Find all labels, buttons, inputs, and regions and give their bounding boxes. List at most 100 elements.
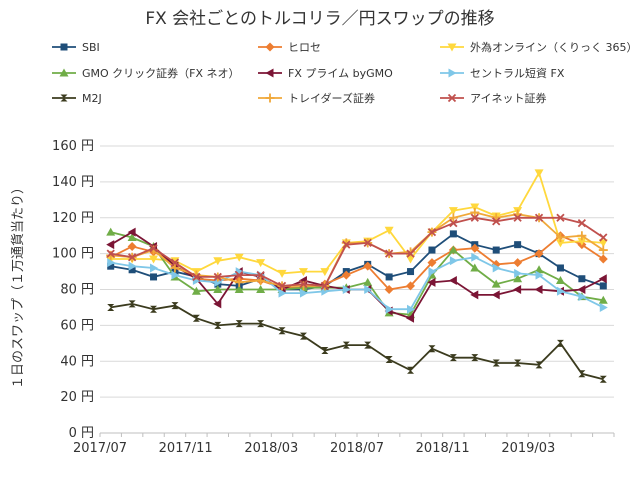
series-7: [107, 300, 607, 383]
data-point: [385, 304, 394, 314]
data-point: [298, 268, 308, 277]
legend-item: 外為オンライン（くりっく 365）: [440, 40, 638, 54]
data-point: [171, 270, 180, 280]
data-point: [470, 207, 480, 217]
data-point: [127, 241, 137, 251]
data-point: [599, 375, 607, 383]
data-point: [514, 359, 522, 367]
data-point: [171, 302, 179, 310]
data-point: [406, 255, 416, 264]
data-point: [342, 285, 351, 294]
data-point: [214, 321, 222, 329]
legend-label: FX プライム byGMO: [288, 67, 393, 80]
data-point: [599, 233, 608, 242]
series-1: [107, 230, 607, 293]
legend-label: トレイダーズ証券: [288, 91, 375, 105]
data-point: [384, 285, 394, 294]
series-8: [106, 207, 608, 291]
y-tick-label: 160 円: [52, 139, 94, 154]
data-point: [534, 265, 544, 274]
data-point: [513, 258, 523, 268]
legend-item: SBI: [52, 41, 100, 54]
legend-swatch-marker: [60, 94, 68, 102]
data-point: [513, 213, 522, 222]
data-point: [107, 303, 115, 311]
data-point: [491, 279, 501, 288]
data-point: [256, 285, 266, 293]
data-point: [407, 268, 415, 276]
legend-swatch-marker: [447, 43, 457, 52]
data-point: [598, 254, 608, 264]
data-point: [599, 282, 607, 290]
data-point: [449, 230, 457, 238]
data-point: [577, 231, 587, 241]
data-point: [150, 305, 158, 313]
data-point: [191, 286, 201, 295]
data-point: [320, 281, 330, 291]
data-point: [170, 258, 180, 267]
data-point: [470, 213, 479, 222]
data-point: [427, 277, 436, 287]
chart-title: FX 会社ごとのトルコリラ／円スワップの推移: [145, 9, 494, 29]
data-point: [577, 237, 587, 246]
data-point: [214, 277, 223, 287]
data-point: [321, 346, 329, 354]
y-tick-label: 80 円: [60, 283, 94, 298]
data-point: [363, 261, 373, 271]
data-point: [577, 218, 587, 228]
data-point: [364, 285, 373, 294]
data-point: [321, 286, 330, 296]
x-tick-label: 2018/03: [244, 441, 298, 456]
data-point: [448, 245, 458, 254]
series-line: [110, 231, 604, 316]
data-point: [427, 227, 437, 237]
data-point: [213, 257, 223, 266]
data-point: [257, 320, 265, 328]
y-tick-label: 120 円: [52, 211, 94, 226]
data-point: [534, 285, 543, 294]
data-point: [492, 359, 500, 367]
data-point: [192, 314, 200, 322]
data-point: [363, 238, 372, 247]
data-point: [471, 354, 479, 362]
legend-item: トレイダーズ証券: [258, 91, 375, 105]
legend-label: ヒロセ: [288, 41, 321, 54]
data-point: [535, 361, 543, 369]
data-point: [428, 267, 437, 277]
data-point: [127, 232, 137, 241]
data-point: [556, 264, 564, 272]
data-point: [514, 268, 523, 278]
data-point: [598, 295, 608, 304]
y-tick-label: 0 円: [69, 426, 94, 441]
legend-label: アイネット証券: [470, 91, 546, 105]
data-point: [577, 285, 586, 294]
data-point: [448, 207, 458, 216]
data-point: [598, 274, 607, 284]
legend-label: GMO クリック証券（FX ネオ）: [82, 66, 240, 80]
data-point: [385, 273, 393, 281]
legend-label: 外為オンライン（くりっく 365）: [470, 40, 638, 54]
data-point: [277, 281, 287, 291]
data-point: [128, 266, 136, 274]
series-3: [106, 169, 608, 278]
data-point: [192, 272, 201, 282]
data-point: [170, 263, 180, 273]
y-tick-label: 60 円: [60, 318, 94, 333]
data-point: [234, 277, 244, 287]
data-point: [470, 263, 480, 272]
data-point: [106, 227, 116, 236]
x-tick-label: 2017/11: [159, 441, 213, 456]
data-point: [342, 341, 350, 349]
data-point: [514, 241, 522, 249]
data-point: [150, 263, 159, 273]
data-point: [364, 341, 372, 349]
data-point: [578, 275, 586, 283]
data-point: [107, 262, 115, 270]
data-point: [428, 345, 436, 353]
plot-area: [106, 169, 608, 383]
legend-swatch-marker: [60, 43, 68, 51]
x-tick-label: 2018/07: [330, 441, 384, 456]
data-point: [213, 285, 223, 293]
data-point: [427, 258, 437, 268]
data-point: [513, 274, 523, 283]
